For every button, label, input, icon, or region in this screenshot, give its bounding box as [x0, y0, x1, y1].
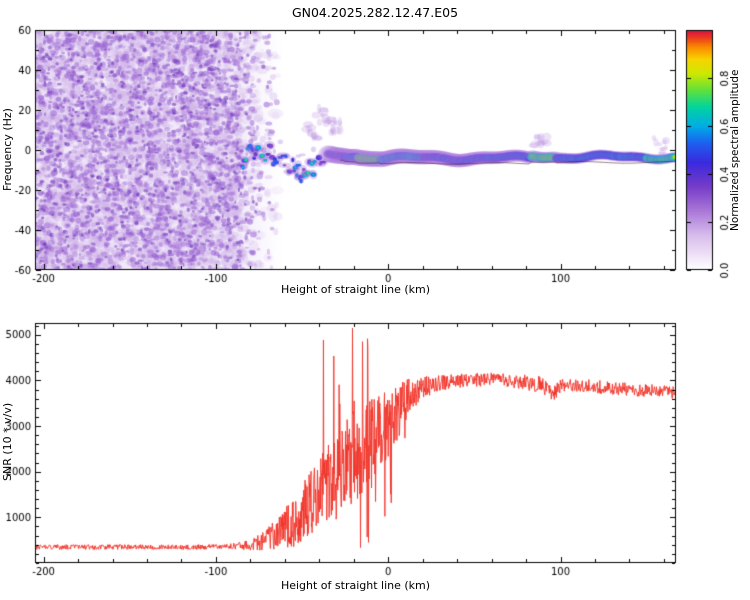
spectrogram-x-axis-label: Height of straight line (km): [280, 283, 431, 296]
spectrogram-y-axis-label: Frequency (Hz): [1, 108, 14, 192]
snr-y-axis-label: SNR (10 * v/v): [1, 402, 14, 482]
figure-title: GN04.2025.282.12.47.E05: [291, 5, 459, 20]
snr-x-axis-label: Height of straight line (km): [280, 579, 431, 592]
colorbar-label: Normalized spectral amplitude: [729, 69, 741, 231]
